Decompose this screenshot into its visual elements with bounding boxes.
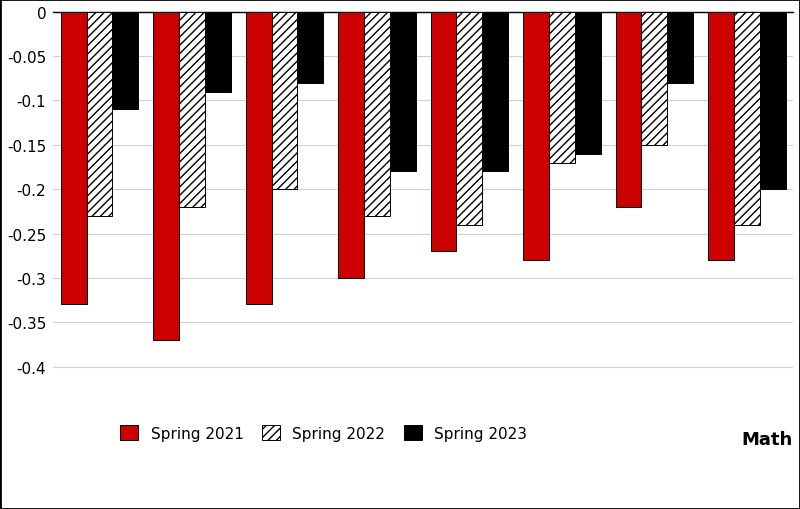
Bar [113, 13, 138, 110]
Bar [575, 13, 601, 154]
Bar [482, 13, 508, 172]
Bar [615, 13, 642, 208]
Bar [642, 13, 667, 146]
Bar [153, 13, 179, 341]
Bar [246, 13, 271, 305]
Bar [179, 13, 205, 208]
Legend: Spring 2021, Spring 2022, Spring 2023: Spring 2021, Spring 2022, Spring 2023 [120, 426, 527, 441]
Bar [430, 13, 457, 252]
Bar [549, 13, 575, 163]
Bar [61, 13, 86, 305]
Bar [205, 13, 231, 93]
Bar [298, 13, 323, 83]
Bar [708, 13, 734, 261]
Bar [457, 13, 482, 225]
Bar [734, 13, 760, 225]
Bar [364, 13, 390, 216]
Text: Math: Math [742, 431, 793, 448]
Bar [86, 13, 113, 216]
Bar [271, 13, 298, 190]
Bar [338, 13, 364, 278]
Bar [523, 13, 549, 261]
Bar [390, 13, 416, 172]
Bar [760, 13, 786, 190]
Bar [667, 13, 693, 83]
